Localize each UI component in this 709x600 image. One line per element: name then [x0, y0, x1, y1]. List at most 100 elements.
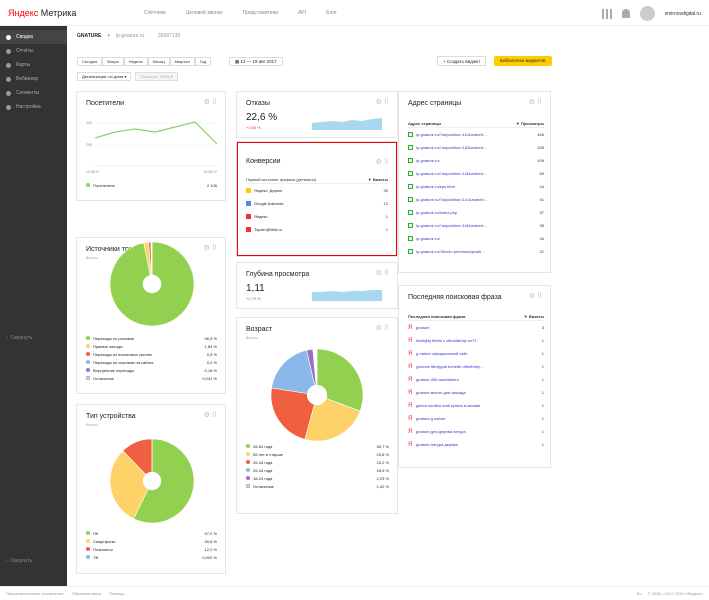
- collapse-button[interactable]: ‹ Свернуть: [6, 335, 33, 341]
- row-label[interactable]: gdvionn tfihdjyyat bohedh ufbnfbfnly…: [416, 364, 484, 369]
- legend-row[interactable]: Остальные 0,041 %: [86, 374, 217, 382]
- table-row[interactable]: lp-gnature.ru/34: [408, 232, 544, 245]
- legend-row[interactable]: 25-34 года 18,9 %: [246, 466, 389, 474]
- avatar[interactable]: [639, 6, 655, 21]
- legend-row[interactable]: Прямые заходы 1,84 %: [86, 342, 217, 350]
- row-label[interactable]: gnature масло для фасада: [416, 390, 466, 395]
- nav-api[interactable]: API: [298, 10, 307, 16]
- legend-row[interactable]: Остальные 1,42 %: [246, 482, 389, 490]
- row-label[interactable]: Таргет@Mail.ru: [254, 227, 283, 232]
- legend-row[interactable]: Переходы из поисковых систем 0,9 %: [86, 350, 217, 358]
- row-label[interactable]: gacca nordica matt купить в москве: [416, 403, 481, 408]
- bell-icon[interactable]: [621, 9, 630, 18]
- age-slice-0[interactable]: [316, 348, 364, 412]
- table-row[interactable]: lp-gnature.ru/109: [408, 154, 544, 167]
- row-label[interactable]: hhbbjkbj fhfcfb c cfhnbdbrhjv wr71: [416, 338, 477, 343]
- collapse-button-bottom[interactable]: ‹ Свернуть: [6, 558, 33, 564]
- nav-counters[interactable]: Счётчики: [144, 10, 166, 16]
- username[interactable]: smirnovdigital.ru: [664, 10, 701, 17]
- table-row[interactable]: Яндекс: Директ 30: [246, 184, 388, 197]
- row-label[interactable]: gnatura g nature: [416, 416, 446, 421]
- widget-settings-icon[interactable]: ⚙⠿: [375, 325, 391, 332]
- table-row[interactable]: lp-gnature.ru/sps.html 44: [408, 180, 544, 193]
- age-slice-3[interactable]: [271, 349, 318, 396]
- period-year[interactable]: Год: [194, 57, 212, 66]
- widget-settings-icon[interactable]: ⚙⠿: [375, 159, 391, 166]
- legend-row[interactable]: Планшеты 12,2 %: [86, 545, 217, 553]
- legend-row[interactable]: ТВ 0,002 %: [86, 553, 217, 561]
- legend-row[interactable]: Переходы по ссылкам на сайтах 0,2 %: [86, 358, 217, 366]
- widget-settings-icon[interactable]: ⚙⠿: [375, 270, 391, 277]
- row-label[interactable]: lp-gnature.ru/sps.html: [416, 184, 455, 189]
- row-label[interactable]: g-nature официальный сайт: [416, 351, 468, 356]
- sidebar-item-maps[interactable]: Карты: [0, 58, 67, 72]
- row-label[interactable]: gnature: [416, 325, 430, 330]
- sidebar-item-webvisor[interactable]: Вебвизор: [0, 72, 67, 86]
- nav-call[interactable]: Целевой звонок: [185, 10, 223, 16]
- table-row[interactable]: lp-gnature.ru/?adposition=1t2&matcht… 208: [408, 141, 544, 154]
- widget-settings-icon[interactable]: ⚙⠿: [528, 99, 544, 106]
- legend-row[interactable]: 18-24 года 2,23 %: [246, 474, 389, 482]
- sidebar-item-reports[interactable]: Отчёты: [0, 44, 67, 58]
- legend-row[interactable]: 35-44 года 23,2 %: [246, 458, 389, 466]
- widget-settings-icon[interactable]: ⚙⠿: [375, 99, 391, 106]
- period-yesterday[interactable]: Вчера: [102, 57, 124, 66]
- sidebar-item-summary[interactable]: Сводка: [0, 30, 67, 44]
- row-label[interactable]: gnature для дерева натура: [416, 429, 466, 434]
- legend-row[interactable]: Переходы по рекламе 96,9 %: [86, 334, 217, 342]
- row-label[interactable]: Яндекс: [254, 214, 268, 219]
- row-label[interactable]: lp-gnature.ru/?adposition=1t3&matcht…: [416, 171, 487, 176]
- table-row[interactable]: lp-gnature.ru/?adposition=1c1&matcht… 41: [408, 193, 544, 206]
- legend-row[interactable]: Смартфоны 30,6 %: [86, 537, 217, 545]
- widget-settings-icon[interactable]: ⚙⠿: [203, 245, 219, 252]
- language-switch[interactable]: Ru: [636, 591, 642, 596]
- row-label[interactable]: lp-gnature.ru/: [416, 236, 440, 241]
- device-slice-1[interactable]: [109, 450, 153, 520]
- table-row[interactable]: lp-gnature.ru/index.php 37: [408, 206, 544, 219]
- create-widget-button[interactable]: + Создать виджет: [437, 56, 487, 66]
- age-slice-2[interactable]: [270, 387, 318, 440]
- row-label[interactable]: Яндекс: Директ: [254, 188, 283, 193]
- age-slice-1[interactable]: [304, 394, 361, 442]
- counter-site[interactable]: lp-gnature.ru: [115, 33, 145, 39]
- row-label[interactable]: lp-gnature.ru/?adposition=1t2&matcht…: [416, 145, 487, 150]
- apps-grid-icon[interactable]: [601, 8, 612, 19]
- widget-library-button[interactable]: Библиотека виджетов: [494, 56, 552, 66]
- row-label[interactable]: lp-gnature.ru/: [416, 158, 440, 163]
- table-row[interactable]: lp-gnature.ru/?block=premium&positi… 31: [408, 245, 544, 258]
- table-row[interactable]: lp-gnature.ru/?adposition=1t1&matcht… 446: [408, 128, 544, 141]
- widget-settings-icon[interactable]: ⚙⠿: [203, 412, 219, 419]
- period-today[interactable]: Сегодня: [77, 57, 103, 66]
- row-label[interactable]: gnature натура дерева: [416, 442, 458, 447]
- table-row[interactable]: Таргет@Mail.ru 1: [246, 223, 388, 236]
- footer-feedback-link[interactable]: Обратная связь: [71, 591, 102, 596]
- counter-name[interactable]: GNATURE: [77, 33, 102, 39]
- footer-help-link[interactable]: Помощь: [109, 591, 125, 596]
- table-row[interactable]: lp-gnature.ru/?adposition=1t3&matcht… 69: [408, 167, 544, 180]
- legend-row[interactable]: 45-54 года 30,7 %: [246, 442, 389, 450]
- row-label[interactable]: lp-gnature.ru/?adposition=1t4&matcht…: [416, 223, 487, 228]
- widget-settings-icon[interactable]: ⚙⠿: [203, 99, 219, 106]
- row-label[interactable]: lp-gnature.ru/?adposition=1c1&matcht…: [416, 197, 488, 202]
- table-row[interactable]: lp-gnature.ru/?adposition=1t4&matcht… 35: [408, 219, 544, 232]
- date-range-picker[interactable]: ▦ 12 — 19 авг 2017: [229, 57, 283, 66]
- sidebar-item-settings[interactable]: Настройка: [0, 100, 67, 114]
- row-label[interactable]: lp-gnature.ru/?block=premium&positi…: [416, 249, 486, 254]
- legend-row[interactable]: 55 лет и старше 23,6 %: [246, 450, 389, 458]
- device-slice-0[interactable]: [133, 438, 195, 524]
- period-month[interactable]: Месяц: [147, 57, 170, 66]
- nav-reps[interactable]: Представители: [242, 10, 279, 16]
- footer-terms-link[interactable]: Пользовательское соглашение: [6, 591, 64, 596]
- nav-blog[interactable]: Блог: [326, 10, 337, 16]
- sidebar-item-segments[interactable]: Сегменты: [0, 86, 67, 100]
- widget-settings-icon[interactable]: ⚙⠿: [528, 293, 544, 300]
- period-week[interactable]: Неделя: [123, 57, 148, 66]
